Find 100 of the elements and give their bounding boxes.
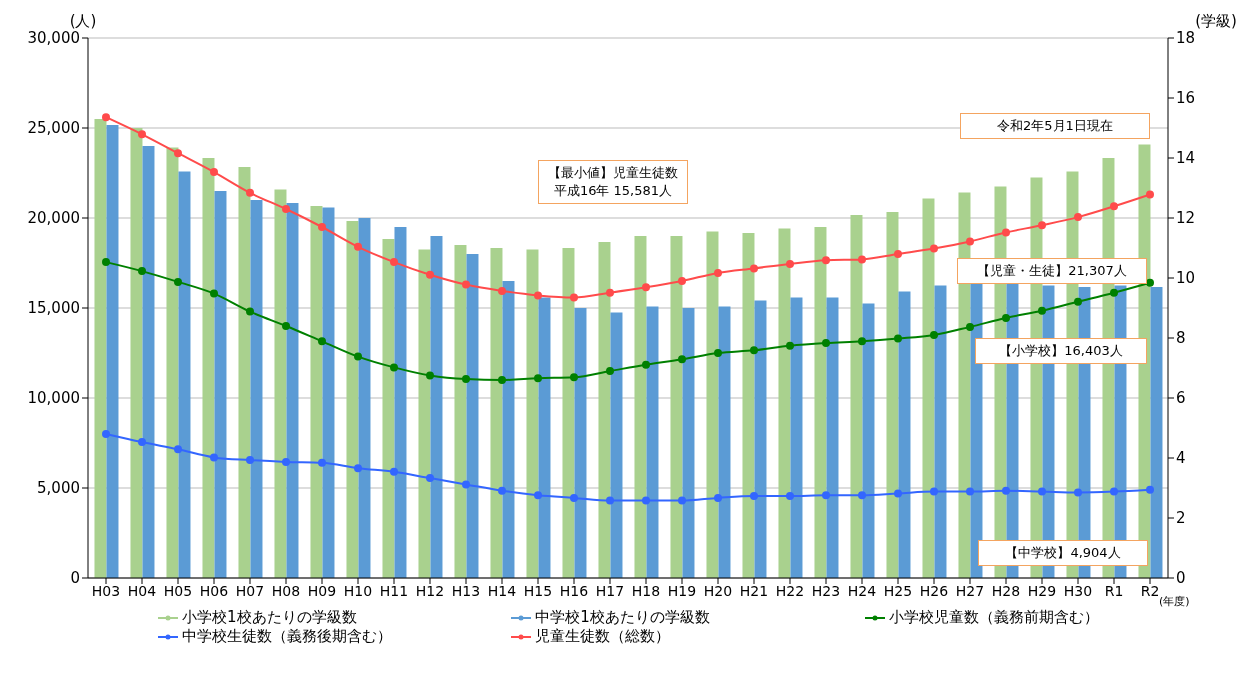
point [786, 492, 794, 501]
point [354, 464, 362, 473]
bar [778, 228, 791, 578]
bar [286, 203, 299, 578]
point [786, 341, 794, 350]
bar [538, 297, 551, 578]
x-tick-label: H10 [343, 582, 373, 599]
bar [814, 227, 827, 578]
bar [610, 312, 623, 578]
point [102, 113, 110, 122]
point [570, 493, 578, 502]
y2-tick-label: 10 [1176, 269, 1196, 288]
x-tick-label: H15 [523, 582, 553, 599]
point [282, 457, 290, 466]
point [570, 293, 578, 302]
legend-label: 小学校1校あたりの学級数 [181, 608, 358, 627]
point [426, 270, 434, 279]
point [642, 283, 650, 292]
bar [214, 191, 227, 578]
point [354, 352, 362, 361]
bar [502, 281, 515, 578]
point [966, 237, 974, 246]
point [1074, 488, 1082, 497]
bar [718, 306, 731, 578]
point [930, 244, 938, 253]
point [894, 334, 902, 343]
point [102, 258, 110, 267]
legend-label: 中学校生徒数（義務後期含む） [181, 627, 393, 646]
point [678, 355, 686, 364]
bar [382, 239, 395, 578]
point [606, 367, 614, 375]
point [714, 493, 722, 502]
bar [922, 198, 935, 578]
point [1074, 297, 1082, 306]
point [1002, 486, 1010, 495]
y-tick-label: 20,000 [27, 209, 80, 228]
x-axis-title: (年度) [1159, 594, 1190, 608]
bar [958, 192, 971, 578]
x-tick-label: H09 [307, 582, 337, 599]
y-tick-label: 30,000 [27, 29, 80, 48]
bar [670, 236, 683, 578]
bar [430, 236, 443, 578]
point [138, 438, 146, 447]
point [498, 376, 506, 384]
point [246, 307, 254, 316]
bar [142, 146, 155, 578]
point [138, 267, 146, 276]
point [210, 453, 218, 462]
x-tick-label: H23 [811, 582, 841, 599]
point [174, 149, 182, 158]
point [1002, 313, 1010, 322]
point [642, 360, 650, 369]
point [1038, 306, 1046, 315]
x-tick-label: H08 [271, 582, 301, 599]
point [570, 373, 578, 382]
point [606, 496, 614, 505]
point [534, 291, 542, 300]
bar [562, 248, 575, 578]
point [606, 288, 614, 297]
note-box: 【小学校】16,403人 [975, 338, 1147, 364]
y-tick-label: 15,000 [27, 299, 80, 318]
y2-tick-label: 16 [1176, 89, 1196, 108]
point [138, 130, 146, 139]
x-tick-label: H16 [559, 582, 589, 599]
point [534, 491, 542, 500]
bar [466, 254, 479, 578]
x-tick-label: H17 [595, 582, 625, 599]
legend-label: 児童生徒数（総数） [534, 627, 672, 646]
point [426, 474, 434, 483]
point [318, 223, 326, 231]
note-box: 令和2年5月1日現在 [960, 113, 1150, 139]
x-tick-label: H26 [919, 582, 949, 599]
point [282, 322, 290, 330]
point [1038, 221, 1046, 230]
point [1074, 213, 1082, 222]
bar [274, 189, 287, 578]
point [750, 346, 758, 355]
point [498, 486, 506, 495]
bar [682, 308, 695, 578]
y-tick-label: 25,000 [27, 119, 80, 138]
bar [166, 147, 179, 578]
y2-tick-label: 4 [1176, 449, 1186, 468]
point [498, 286, 506, 295]
bar [310, 206, 323, 578]
bar [346, 221, 359, 578]
point [858, 491, 866, 500]
bar [1150, 287, 1163, 578]
point [1146, 485, 1154, 494]
note-box: 【最小値】児童生徒数平成16年 15,581人 [538, 160, 688, 204]
point [174, 277, 182, 286]
y2-tick-label: 8 [1176, 329, 1186, 348]
point [966, 322, 974, 331]
point [822, 491, 830, 500]
x-tick-label: H22 [775, 582, 805, 599]
point [1110, 288, 1118, 297]
point [318, 458, 326, 467]
point [1002, 228, 1010, 237]
bar [94, 119, 107, 578]
bar [574, 308, 587, 578]
point [750, 264, 758, 273]
